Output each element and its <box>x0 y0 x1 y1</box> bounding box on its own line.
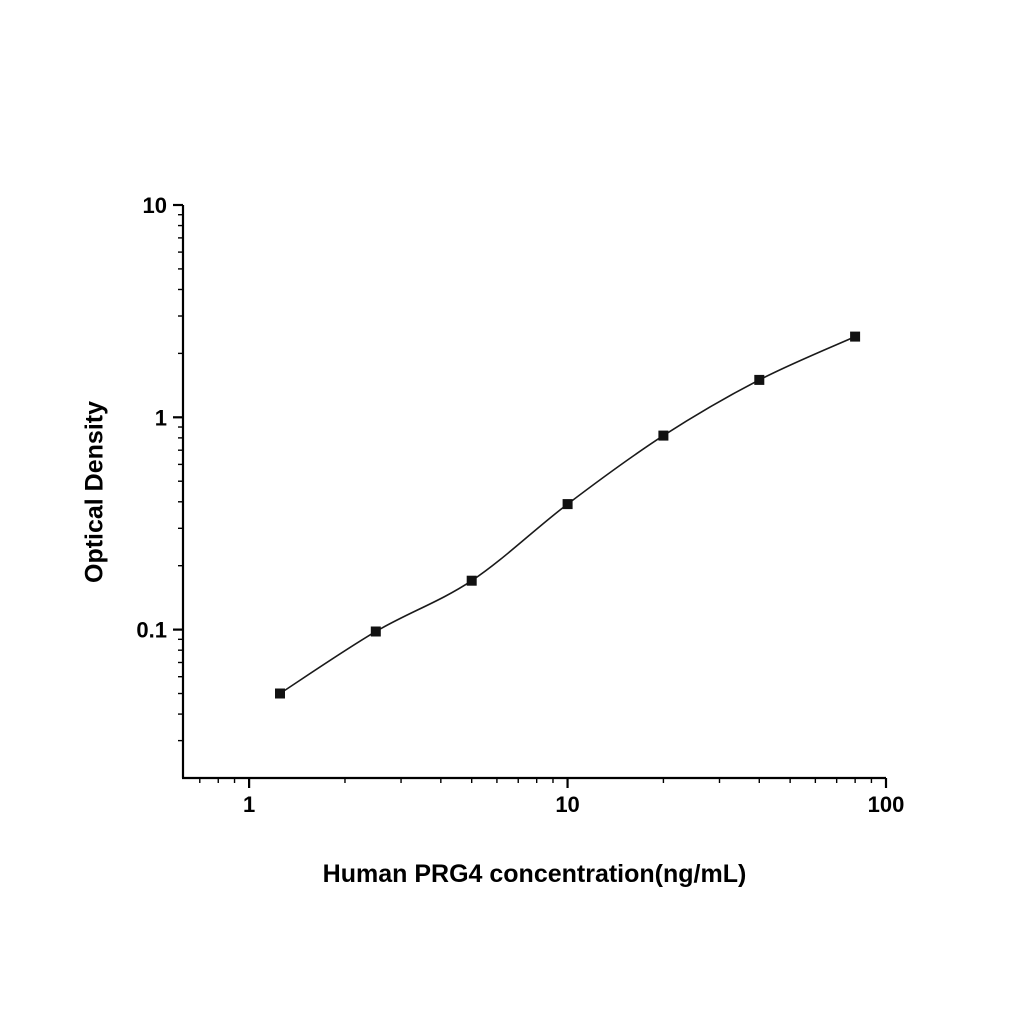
data-point-marker <box>275 688 285 699</box>
data-point-marker <box>562 499 573 510</box>
data-point-marker <box>370 626 381 637</box>
y-tick-label: 1 <box>155 405 167 430</box>
data-point-marker <box>466 575 477 586</box>
y-tick-label: 0.1 <box>136 618 167 643</box>
x-tick-label: 10 <box>555 792 579 817</box>
data-point-marker <box>658 430 669 441</box>
x-axis-label: Human PRG4 concentration(ng/mL) <box>322 860 747 888</box>
x-tick-label: 100 <box>868 792 905 817</box>
data-point-marker <box>754 374 765 385</box>
y-axis-label: Optical Density <box>80 401 109 583</box>
fit-curve <box>279 335 856 695</box>
x-tick-label: 1 <box>243 792 255 817</box>
y-tick-label: 10 <box>143 193 167 218</box>
data-point-marker <box>850 331 861 342</box>
